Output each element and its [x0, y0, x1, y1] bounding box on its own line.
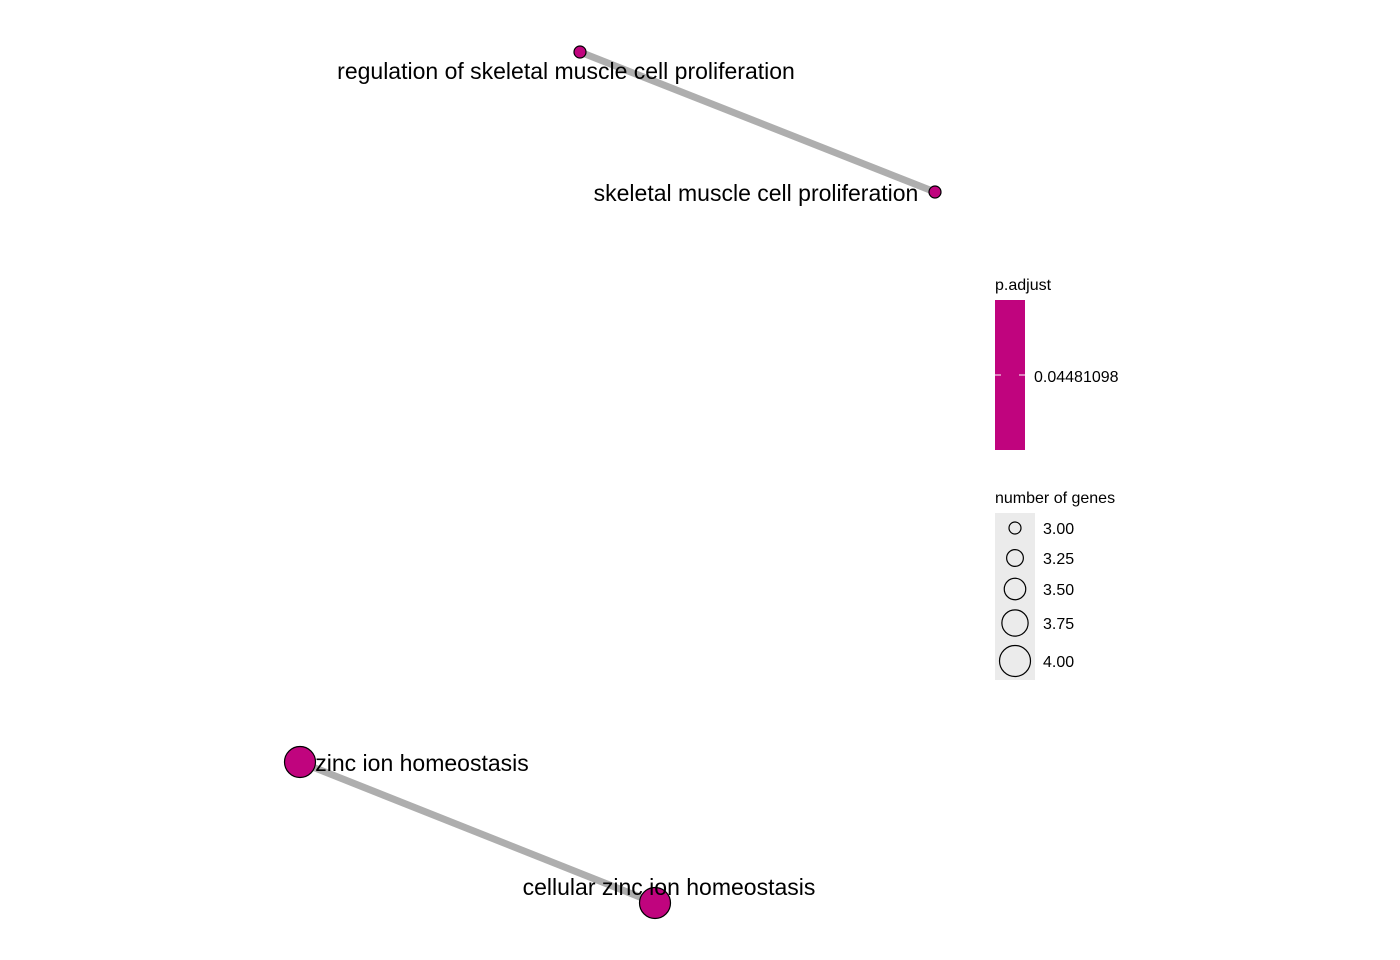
- network-edge-1: [298, 758, 657, 907]
- color-legend-title: p.adjust: [995, 277, 1052, 294]
- size-legend-key-2: [1003, 577, 1027, 601]
- color-legend: p.adjust 0.04481098: [995, 277, 1119, 450]
- size-legend-label-4: 4.00: [1043, 654, 1074, 671]
- labels-layer: regulation of skeletal muscle cell proli…: [315, 58, 918, 900]
- network-node-label-1: skeletal muscle cell proliferation: [594, 180, 919, 206]
- network-node-1: [928, 185, 942, 199]
- size-legend-label-2: 3.50: [1043, 582, 1074, 599]
- network-node-3: [638, 886, 672, 920]
- color-legend-tick-label: 0.04481098: [1034, 369, 1119, 386]
- size-legend-label-3: 3.75: [1043, 616, 1074, 633]
- size-legend-label-0: 3.00: [1043, 521, 1074, 538]
- size-legend-title: number of genes: [995, 490, 1115, 507]
- network-node-0: [573, 45, 587, 59]
- size-legend-key-4: [998, 644, 1032, 678]
- network-node-2: [283, 745, 317, 779]
- size-legend-key-1: [1006, 549, 1024, 567]
- size-legend-key-0: [1008, 521, 1022, 535]
- size-legend-key-3: [1001, 609, 1029, 637]
- network-edge-0: [578, 48, 937, 196]
- nodes-layer: [283, 45, 942, 920]
- network-node-label-3: cellular zinc ion homeostasis: [523, 874, 816, 900]
- size-legend: number of genes 3.00 3.25 3.50 3.75 4.00: [995, 490, 1115, 680]
- size-legend-label-1: 3.25: [1043, 551, 1074, 568]
- network-node-label-0: regulation of skeletal muscle cell proli…: [337, 58, 795, 84]
- size-legend-keys: 3.00 3.25 3.50 3.75 4.00: [998, 521, 1074, 678]
- edges-layer: [298, 48, 937, 907]
- network-node-label-2: zinc ion homeostasis: [315, 750, 529, 776]
